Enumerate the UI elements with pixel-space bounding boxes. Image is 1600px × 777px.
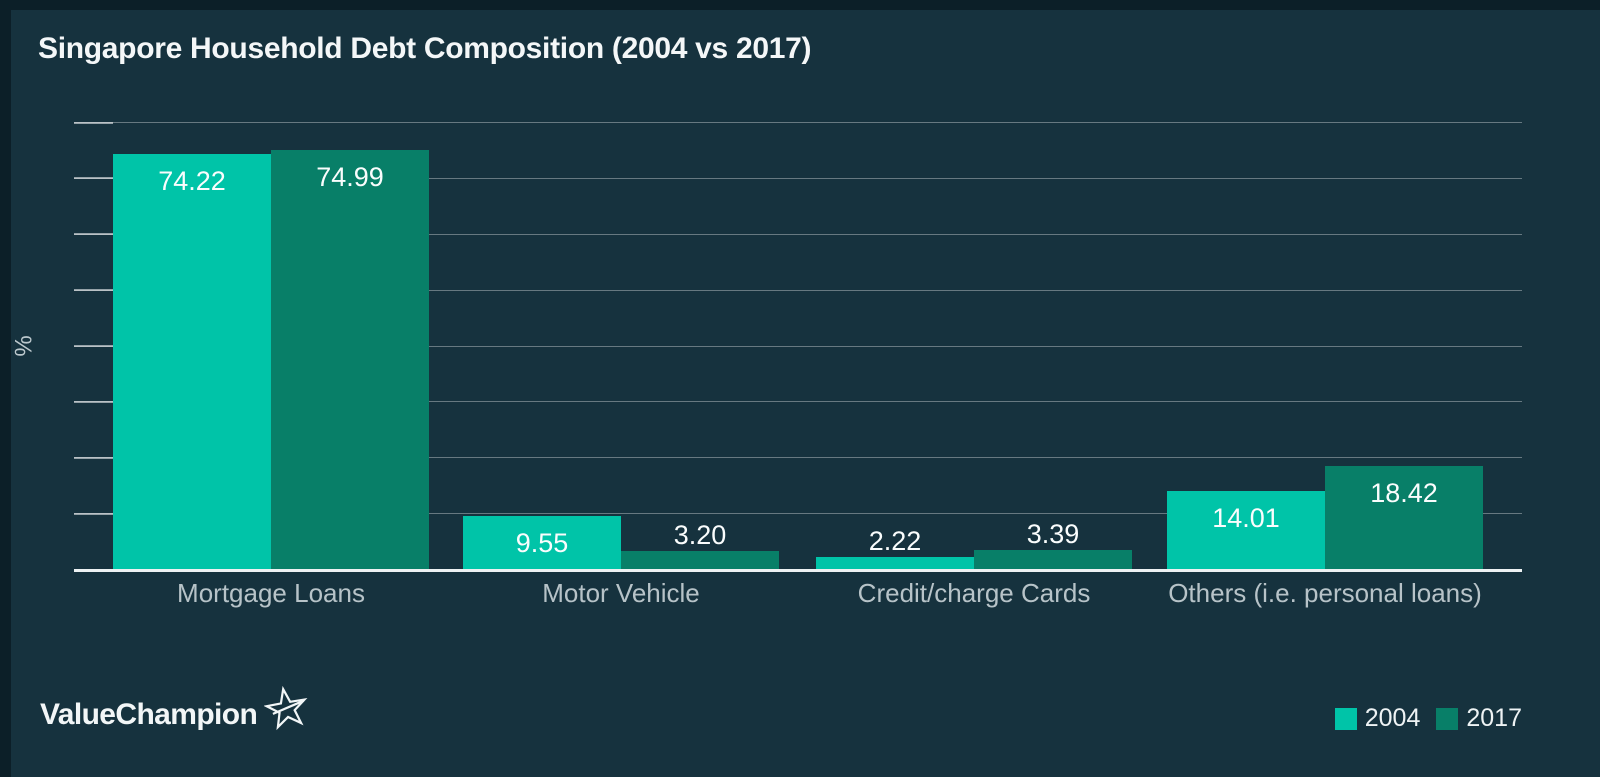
gridline-tick-50: [74, 289, 113, 292]
bar-2004-0: [113, 154, 271, 569]
gridline-30: [74, 401, 1522, 403]
bar-2004-1: [463, 516, 621, 569]
gridline-tick-10: [74, 512, 113, 515]
gridline-50: [74, 289, 1522, 291]
gridline-80: [74, 122, 1522, 123]
gridline-60: [74, 233, 1522, 235]
legend-label-2004: 2004: [1364, 704, 1421, 732]
gridline-tick-20: [74, 456, 113, 459]
legend-label-2017: 2017: [1466, 704, 1522, 732]
bar-2017-0: [271, 150, 429, 569]
bar-value-label-2004-1: 9.55: [515, 528, 569, 558]
chart-title: Singapore Household Debt Composition (20…: [38, 32, 812, 65]
gridline-40: [74, 345, 1522, 347]
bar-value-label-2004-0: 74.22: [158, 166, 226, 196]
logo-text: ValueChampion: [40, 698, 258, 731]
bar-value-label-2017-2: 3.39: [1026, 519, 1080, 549]
gridline-70: [74, 177, 1522, 179]
legend: 2004 2017: [1319, 704, 1522, 733]
bar-value-label-2017-3: 18.42: [1370, 478, 1438, 508]
legend-swatch-2017: [1436, 707, 1459, 730]
bar-value-label-2004-2: 2.22: [868, 526, 922, 556]
bar-2017-1: [621, 551, 779, 569]
top-border-strip: [0, 0, 1600, 10]
legend-item-2004: 2004: [1334, 704, 1421, 733]
valuechampion-logo: ValueChampion: [40, 686, 310, 744]
y-axis-label: %: [10, 335, 38, 357]
x-axis-line: [74, 569, 1522, 572]
bar-2017-3: [1325, 466, 1483, 569]
gridline-tick-70: [74, 177, 113, 180]
category-label-2: Credit/charge Cards: [857, 578, 1091, 608]
gridline-tick-30: [74, 400, 113, 403]
category-label-0: Mortgage Loans: [177, 578, 365, 608]
bar-value-label-2017-1: 3.20: [673, 520, 727, 550]
gridline-20: [74, 457, 1522, 459]
star-icon: [264, 686, 308, 731]
bar-value-label-2017-0: 74.99: [316, 162, 384, 192]
category-label-3: Others (i.e. personal loans): [1168, 578, 1482, 608]
legend-swatch-2004: [1334, 707, 1357, 730]
gridline-tick-80: [74, 121, 113, 124]
bar-2004-3: [1167, 491, 1325, 569]
gridline-tick-40: [74, 345, 113, 347]
bar-value-label-2004-3: 14.01: [1212, 503, 1280, 533]
legend-item-2017: 2017: [1436, 704, 1522, 733]
left-border-strip: [0, 0, 11, 777]
bar-2017-2: [974, 550, 1132, 569]
bar-2004-2: [816, 557, 974, 569]
gridline-10: [74, 513, 1522, 515]
gridline-tick-60: [74, 233, 113, 236]
category-label-1: Motor Vehicle: [542, 578, 700, 608]
